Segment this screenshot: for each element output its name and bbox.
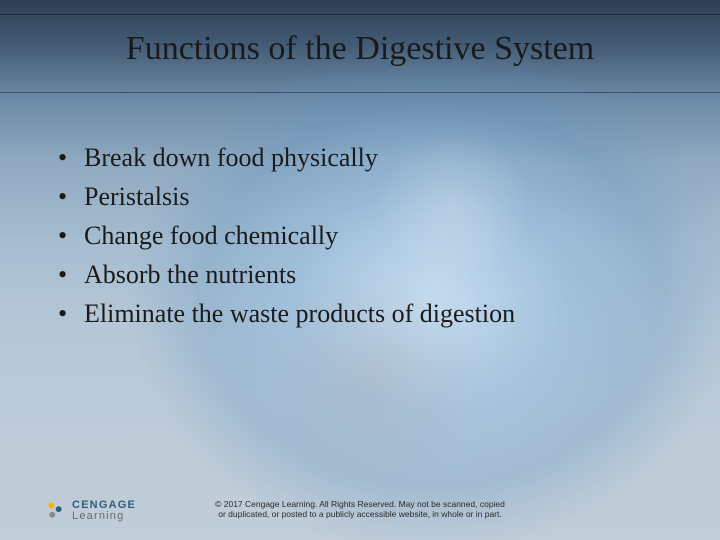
bullet-marker: •	[58, 179, 84, 214]
bullet-list: • Break down food physically • Peristals…	[58, 140, 680, 335]
bullet-text: Break down food physically	[84, 140, 378, 175]
copyright-line2: or duplicated, or posted to a publicly a…	[0, 509, 720, 520]
bullet-text: Absorb the nutrients	[84, 257, 296, 292]
title-underline	[0, 92, 720, 93]
slide-title: Functions of the Digestive System	[0, 30, 720, 68]
footer: CENGAGE Learning © 2017 Cengage Learning…	[0, 480, 720, 524]
bullet-marker: •	[58, 296, 84, 331]
list-item: • Absorb the nutrients	[58, 257, 680, 292]
bullet-marker: •	[58, 218, 84, 253]
bullet-text: Eliminate the waste products of digestio…	[84, 296, 515, 331]
bullet-text: Change food chemically	[84, 218, 338, 253]
list-item: • Eliminate the waste products of digest…	[58, 296, 680, 331]
top-rule	[0, 14, 720, 15]
copyright-line1: © 2017 Cengage Learning. All Rights Rese…	[0, 499, 720, 510]
bullet-text: Peristalsis	[84, 179, 189, 214]
bullet-marker: •	[58, 257, 84, 292]
list-item: • Peristalsis	[58, 179, 680, 214]
list-item: • Change food chemically	[58, 218, 680, 253]
copyright-text: © 2017 Cengage Learning. All Rights Rese…	[0, 499, 720, 520]
bullet-marker: •	[58, 140, 84, 175]
list-item: • Break down food physically	[58, 140, 680, 175]
